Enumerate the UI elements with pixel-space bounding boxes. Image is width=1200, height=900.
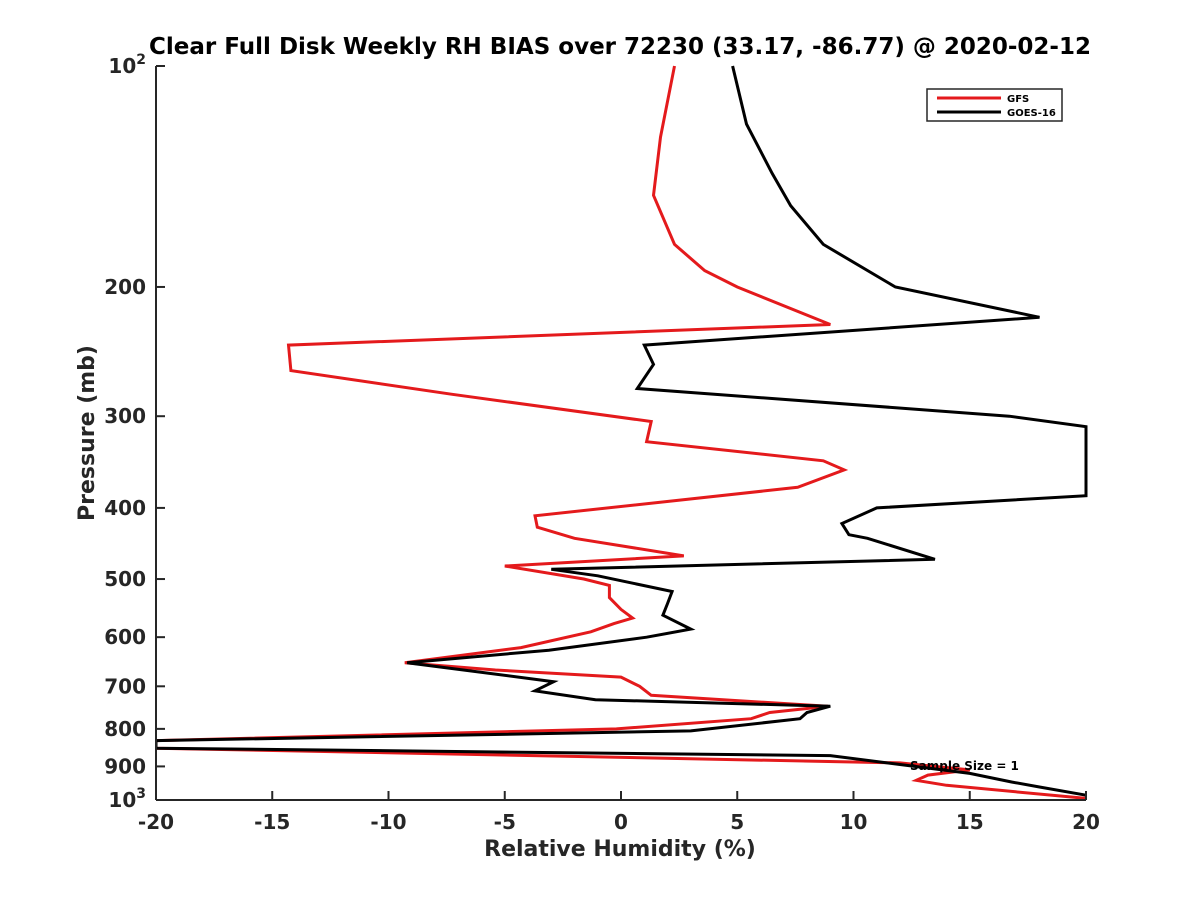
x-tick-label: -15 — [254, 810, 290, 834]
x-tick-label: 20 — [1072, 810, 1100, 834]
x-tick-label: 0 — [614, 810, 628, 834]
x-axis-title: Relative Humidity (%) — [484, 837, 756, 862]
legend-label: GOES-16 — [1007, 108, 1056, 119]
y-tick-label: 500 — [104, 567, 146, 591]
y-tick-label: 800 — [104, 717, 146, 741]
y-tick-label: 400 — [104, 496, 146, 520]
y-tick-label: 300 — [104, 404, 146, 428]
legend-box — [926, 88, 1063, 122]
plot-area — [156, 65, 1088, 800]
y-tick-label: 103 — [108, 786, 146, 812]
y-axis-title: Pressure (mb) — [75, 345, 100, 521]
y-tick-label: 600 — [104, 625, 146, 649]
x-tick-label: 10 — [840, 810, 868, 834]
x-tick-label: -5 — [494, 810, 516, 834]
series-line-goes-16 — [156, 65, 1088, 797]
y-tick-label: 102 — [108, 52, 146, 78]
legend: GFS GOES-16 — [926, 88, 1063, 122]
x-tick-label: -10 — [370, 810, 406, 834]
axes: -20 -15 -10 -5 0 5 10 15 20 102 200 300 400 500 600 700… — [104, 52, 1100, 834]
y-tick-label: 200 — [104, 275, 146, 299]
chart-title: Clear Full Disk Weekly RH BIAS over 7223… — [149, 34, 1091, 60]
y-tick-label: 700 — [104, 674, 146, 698]
x-tick-label: 5 — [730, 810, 744, 834]
y-tick-label: 900 — [104, 754, 146, 778]
sample-size-annotation: Sample Size = 1 — [910, 759, 1019, 773]
x-tick-label: 15 — [956, 810, 984, 834]
legend-label: GFS — [1007, 94, 1029, 105]
x-tick-label: -20 — [138, 810, 174, 834]
